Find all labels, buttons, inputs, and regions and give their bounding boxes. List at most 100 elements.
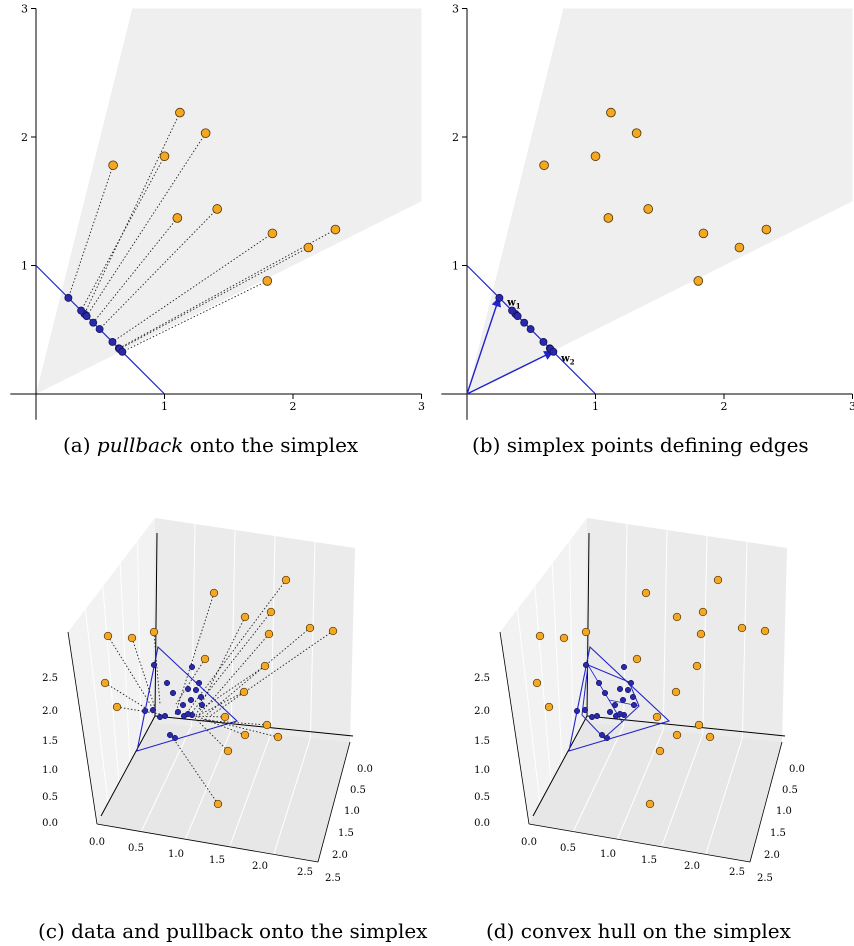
data-point <box>641 588 651 598</box>
grid-line <box>516 609 541 804</box>
x-tick-label: 1.5 <box>209 855 225 866</box>
simplex-point <box>188 663 196 671</box>
simplex-point <box>150 661 158 669</box>
pullback-line <box>104 682 153 713</box>
pullback-line <box>99 208 218 330</box>
y-tick-label: 1.5 <box>770 828 786 839</box>
x-axis-frame <box>528 823 751 863</box>
y-tick-label: 2.0 <box>332 850 348 861</box>
data-point <box>220 712 230 722</box>
data-point <box>535 631 545 641</box>
data-point <box>328 626 338 636</box>
caption-b: (b) simplex points defining edges <box>472 433 809 457</box>
data-point <box>240 612 250 622</box>
grid-line <box>662 529 668 731</box>
w2-subscript: 2 <box>570 358 575 367</box>
data-point <box>590 151 601 162</box>
z-axis <box>154 532 158 717</box>
simplex-point <box>174 708 182 716</box>
data-point <box>559 633 569 643</box>
data-point <box>303 242 314 253</box>
simplex-point <box>606 708 614 716</box>
simplex-point <box>624 686 632 694</box>
x-tick-label: 0.0 <box>89 837 105 848</box>
pullback-line <box>84 112 181 315</box>
simplex-point <box>508 306 517 315</box>
grid-line <box>551 563 563 763</box>
grid-line <box>741 541 748 739</box>
simplex-point <box>166 731 174 739</box>
pullback-line <box>80 156 165 311</box>
w2-label: w2 <box>560 354 575 367</box>
left-pane <box>68 518 155 824</box>
simplex-point <box>603 734 611 742</box>
grid-line <box>184 729 232 840</box>
data-point <box>632 654 642 664</box>
data-point <box>112 702 122 712</box>
simplex-point <box>161 712 169 720</box>
data-point <box>264 629 274 639</box>
simplex-point <box>619 696 627 704</box>
z-tick-label: 1.0 <box>42 765 58 776</box>
x-tick-label: 1 <box>161 400 168 413</box>
grid-line <box>140 725 193 832</box>
y-tick-label: 2 <box>452 131 459 144</box>
z-tick-label: 1.5 <box>42 736 58 747</box>
y-tick-label: 3 <box>452 3 459 16</box>
grid-line <box>705 737 743 855</box>
back-pane <box>584 518 787 742</box>
simplex-point <box>495 293 504 302</box>
data-point <box>267 228 278 239</box>
data-point <box>631 128 642 138</box>
data-point <box>108 160 118 171</box>
y-tick-label: 2.5 <box>325 873 341 884</box>
data-point <box>103 631 113 641</box>
simplex-point <box>197 693 205 701</box>
data-point <box>213 799 223 809</box>
z-tick-label: 0.5 <box>474 792 490 803</box>
simplex-point <box>95 325 104 334</box>
data-point <box>149 627 159 637</box>
y-axis-frame <box>749 741 783 863</box>
z-tick-label: 2.0 <box>474 706 490 717</box>
x-tick-label: 3 <box>849 400 854 413</box>
simplex-point <box>620 663 628 671</box>
y-tick-label: 1.0 <box>776 806 792 817</box>
z-axis <box>586 532 590 717</box>
data-point <box>694 720 704 730</box>
y-tick-label: 0.5 <box>782 785 798 796</box>
y-tick-label: 1 <box>452 260 459 273</box>
z-axis-frame <box>499 631 530 825</box>
y-tick-label: 1.5 <box>338 828 354 839</box>
cone-region <box>467 8 853 394</box>
data-point <box>209 588 219 598</box>
floor-pane <box>97 722 350 862</box>
simplex-point <box>171 734 179 742</box>
data-point <box>734 242 745 253</box>
pullback-line <box>199 719 268 726</box>
x-axis <box>532 715 588 817</box>
grid-line <box>534 586 552 784</box>
data-point <box>652 712 662 722</box>
data-point <box>262 720 272 730</box>
pullback-line <box>119 247 309 350</box>
z-tick-label: 2.5 <box>42 673 58 684</box>
y-tick-label: 1 <box>21 260 28 273</box>
caption-a: (a) pullback onto the simplex <box>63 433 359 457</box>
panel-d-chart: 0.0 0.5 1.0 1.5 2.0 2.5 0.0 0.5 1.0 1.5 2.0 2.5 0.0 0… <box>474 518 805 884</box>
simplex-point <box>77 306 86 315</box>
y-tick-label: 2.5 <box>757 873 773 884</box>
data-point <box>698 607 708 617</box>
panel-a-chart: 1 2 3 1 2 3 <box>10 3 425 420</box>
grid-line <box>273 737 311 855</box>
data-point <box>760 626 770 636</box>
simplex-point <box>118 347 127 356</box>
pullback-line <box>195 616 246 716</box>
simplex-point <box>187 696 195 704</box>
simplex-point <box>539 338 548 346</box>
x-axis-frame <box>96 823 319 863</box>
data-point <box>544 702 554 712</box>
data-point <box>539 160 549 171</box>
data-point <box>200 654 210 664</box>
data-point <box>645 799 655 809</box>
